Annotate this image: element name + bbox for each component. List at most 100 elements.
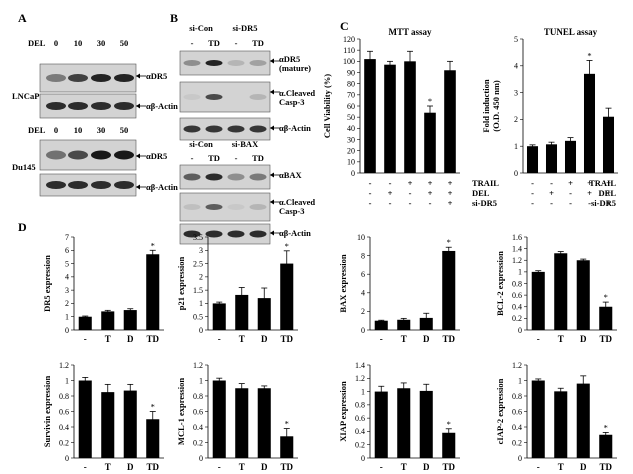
- chart-xiap-bar-1: [397, 388, 411, 458]
- chart-tunel-bar-2: [564, 140, 577, 173]
- panel-c-cond-tunel-1-1: +: [549, 188, 554, 198]
- chart-xiap-xlabel-0: -: [380, 462, 383, 472]
- chart-bax-ytick-label-5: 10: [357, 233, 365, 242]
- chart-xiap-ytick-label-2: 0.4: [355, 427, 365, 436]
- blot-b2-bax-band-0: [183, 173, 201, 181]
- chart-tunel-ytick-label-4: 4: [514, 62, 518, 71]
- chart-bcl2-ytick-label-1: 0.2: [512, 314, 522, 323]
- chart-bcl2-bar-2: [576, 260, 590, 330]
- panel-c-cond-mtt-4-2: +: [448, 198, 453, 208]
- chart-mcl1-ytick-label-4: 0.8: [193, 392, 203, 401]
- blot-b2-casp3-arrow-head: [270, 199, 274, 205]
- chart-xiap-bar-0: [374, 391, 388, 458]
- chart-ciap2-xlabel-0: -: [537, 462, 540, 472]
- chart-tunel-bar-1: [545, 144, 558, 173]
- chart-mtt-ytick-label-1: 10: [347, 158, 355, 167]
- blot-a1-band-label-1: αβ-Actin: [146, 101, 178, 111]
- chart-ciap2-xlabel-3: TD: [599, 462, 612, 472]
- panel-c-letter: C: [340, 19, 349, 33]
- chart-p21-xlabel-2: D: [261, 334, 268, 344]
- chart-mtt-ytick-label-11: 110: [343, 46, 355, 55]
- panel-c-cond-tunel-0-1: -: [531, 188, 534, 198]
- chart-p21-ytick-label-6: 3: [199, 246, 203, 255]
- blot-b1-actin: [179, 117, 271, 141]
- chart-bax-ytick-label-1: 2: [361, 307, 365, 316]
- panel-c-cond-mtt-2-1: -: [409, 188, 412, 198]
- blot-b1-band-label-0: αDR5 (mature): [279, 54, 311, 73]
- chart-ciap2-ylabel: cIAP-2 expression: [495, 378, 505, 444]
- panel-c-cond-tunel-1-2: -: [550, 198, 553, 208]
- chart-mcl1-bar-0: [212, 380, 226, 458]
- chart-survivin-xlabel-0: -: [84, 462, 87, 472]
- panel-d-letter: D: [18, 220, 27, 234]
- chart-tunel-title: TUNEL assay: [544, 27, 598, 37]
- chart-mcl1-bar-1: [235, 388, 249, 458]
- chart-dr5-ytick-label-3: 3: [65, 286, 69, 295]
- chart-mtt-ytick-label-8: 80: [347, 79, 355, 88]
- panel-c-cond-tunel-4-1: +: [606, 188, 611, 198]
- chart-tunel-bar-3: [583, 73, 596, 173]
- chart-tunel-ytick-label-5: 5: [514, 35, 518, 44]
- chart-bax-bar-2: [419, 317, 433, 330]
- chart-ciap2-ytick-label-3: 0.6: [512, 407, 522, 416]
- chart-survivin-bar-2: [123, 390, 137, 458]
- chart-tunel-sig-3: *: [587, 50, 591, 60]
- blot-b2-actin-band-1: [205, 230, 223, 238]
- blot-a2-actin-band-3: [114, 181, 134, 189]
- chart-mtt-ytick-label-10: 100: [343, 57, 355, 66]
- chart-p21-ytick-label-4: 2: [199, 273, 203, 282]
- blot-b1-casp3-arrow-head: [270, 89, 274, 95]
- chart-survivin-ylabel: Survivin expression: [42, 376, 52, 448]
- panel-c-cond-mtt-3-2: -: [429, 198, 432, 208]
- blot-b2-casp3-band-1: [205, 204, 223, 210]
- chart-bcl2-xlabel-0: -: [537, 334, 540, 344]
- blot-b1-dr5-band-1: [205, 60, 223, 66]
- blot-a2-dr5-band-0: [46, 150, 66, 160]
- panel-c-cond-tunel-3-0: +: [587, 178, 592, 188]
- chart-dr5-xlabel-2: D: [127, 334, 134, 344]
- chart-tunel-ytick-label-2: 2: [514, 115, 518, 124]
- panel-c-cond-tunel-2-1: -: [569, 188, 572, 198]
- chart-mcl1-xlabel-1: T: [239, 462, 245, 472]
- chart-bax-xlabel-1: T: [401, 334, 407, 344]
- blot-a1-dr5-band-2: [91, 74, 111, 82]
- blot-b1-dr5: [179, 50, 271, 76]
- chart-mcl1-ytick-label-0: 0: [199, 454, 203, 463]
- chart-tunel-ylabel: Fold induction(O.D. 450 nm): [481, 79, 501, 132]
- chart-p21-xlabel-1: T: [239, 334, 245, 344]
- chart-dr5-ytick-label-1: 1: [65, 313, 69, 322]
- panel-c-cond-mtt-1-0: -: [389, 178, 392, 188]
- blot-a1-dose-1: 10: [74, 38, 83, 48]
- chart-p21-ytick-label-5: 2.5: [193, 259, 203, 268]
- chart-xiap-ylabel: XIAP expression: [338, 381, 348, 442]
- panel-c-cond-mtt-2-2: -: [409, 198, 412, 208]
- chart-dr5-bar-0: [78, 316, 92, 330]
- chart-p21-ytick-label-0: 0: [199, 326, 203, 335]
- chart-mtt-ytick-label-0: 0: [351, 169, 355, 178]
- chart-mcl1-ylabel: MCL-1 expression: [176, 378, 186, 445]
- blot-b2-actin-band-0: [183, 230, 201, 238]
- chart-p21-ytick-label-2: 1: [199, 299, 203, 308]
- chart-bax-bar-1: [397, 319, 411, 330]
- chart-mtt-bar-3: [424, 112, 436, 173]
- chart-tunel-bar-4: [602, 116, 615, 173]
- chart-survivin-ytick-label-6: 1.2: [59, 361, 69, 370]
- blot-b1-actin-band-1: [205, 125, 223, 133]
- blot-a2-dr5-arrow-head: [136, 153, 140, 159]
- panel-c-cond-mtt-3-1: +: [428, 188, 433, 198]
- blot-b2-actin-band-2: [227, 230, 245, 238]
- chart-mtt-ytick-label-4: 40: [347, 124, 355, 133]
- chart-mcl1-bar-3: [280, 436, 294, 458]
- chart-mcl1-ytick-label-1: 0.2: [193, 438, 203, 447]
- panel-c-cond-mtt-0-2: -: [369, 198, 372, 208]
- chart-survivin-ytick-label-0: 0: [65, 454, 69, 463]
- chart-bcl2-ytick-label-0: 0: [518, 326, 522, 335]
- blot-b1-lane-1: TD: [208, 38, 220, 48]
- chart-bax-xlabel-3: TD: [442, 334, 455, 344]
- blot-b1-actin-band-3: [249, 125, 267, 133]
- chart-dr5-ytick-label-2: 2: [65, 299, 69, 308]
